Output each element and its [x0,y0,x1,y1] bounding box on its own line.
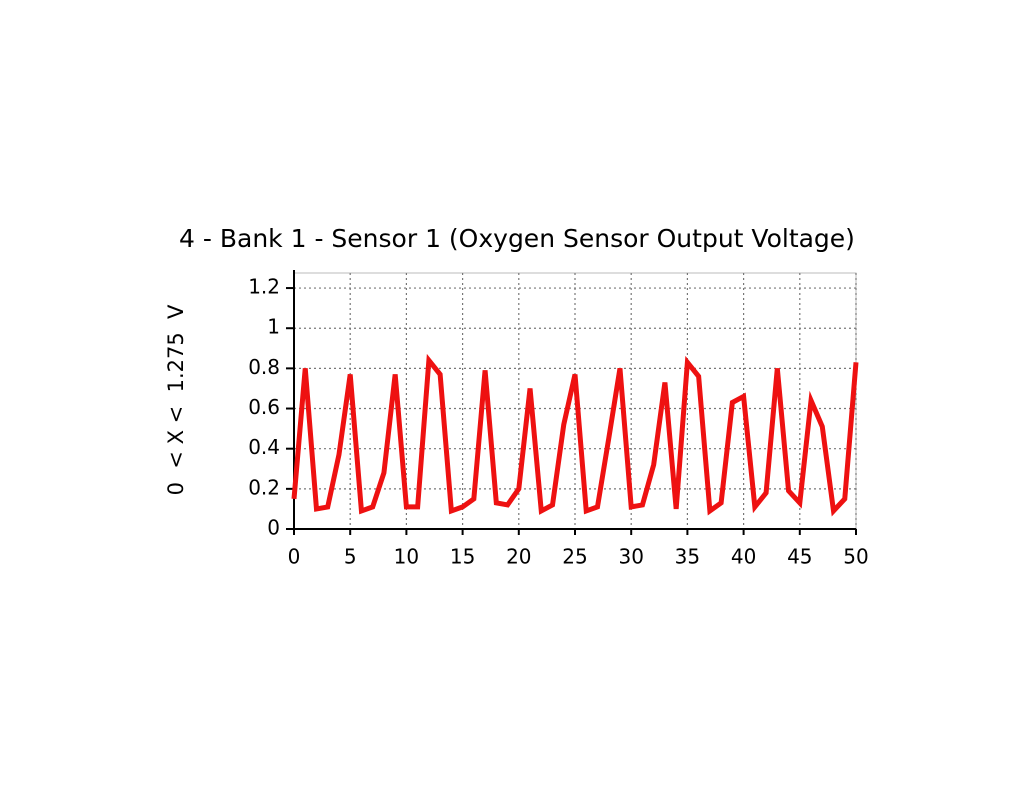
x-tick-label: 5 [344,545,357,569]
chart-title: 4 - Bank 1 - Sensor 1 (Oxygen Sensor Out… [179,224,855,253]
x-tick-label: 50 [843,545,868,569]
x-tick-label: 40 [731,545,756,569]
y-tick-label: 1 [267,315,280,339]
y-tick-label: 0.6 [248,395,280,419]
x-tick-label: 10 [394,545,419,569]
x-tick-label: 30 [618,545,643,569]
x-tick-label: 15 [450,545,475,569]
y-tick-label: 1.2 [248,275,280,299]
y-tick-label: 0.2 [248,475,280,499]
x-tick-label: 25 [562,545,587,569]
x-tick-label: 35 [675,545,700,569]
y-axis-label: 0 < X < 1.275 V [164,304,188,495]
data-line [291,353,859,517]
y-tick-label: 0 [267,516,280,540]
y-tick-label: 0.4 [248,435,280,459]
x-tick-label: 0 [288,545,301,569]
x-tick-label: 20 [506,545,531,569]
x-tick-label: 45 [787,545,812,569]
y-tick-label: 0.8 [248,355,280,379]
